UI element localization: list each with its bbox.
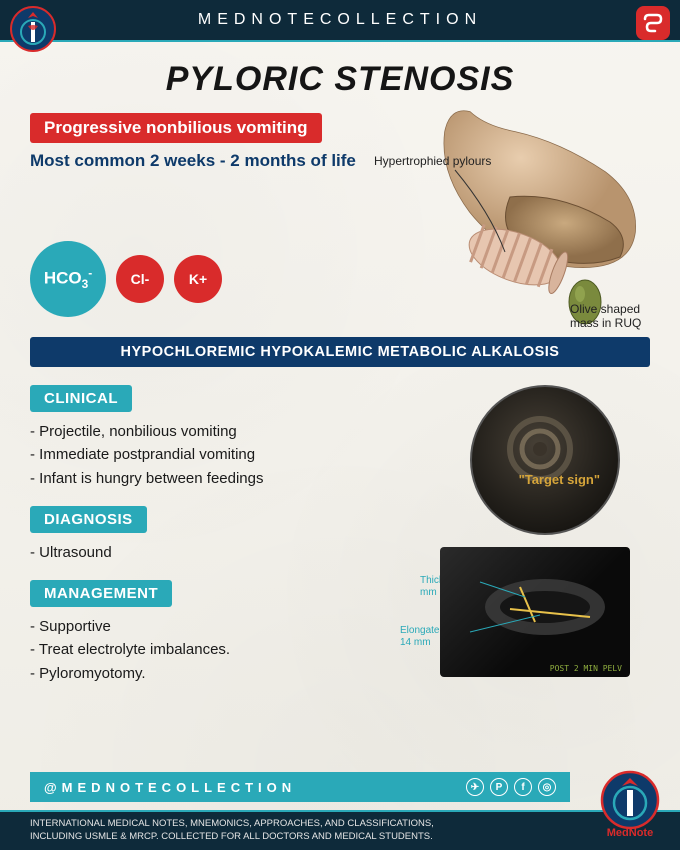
list-item: - Infant is hungry between feedings: [30, 467, 430, 490]
chip-clinical: CLINICAL: [30, 385, 132, 412]
sections-column: CLINICAL - Projectile, nonbilious vomiti…: [30, 385, 430, 701]
list-item: - Ultrasound: [30, 541, 430, 564]
instagram-icon: ◎: [538, 778, 556, 796]
facebook-icon: f: [514, 778, 532, 796]
footer-line-1: INTERNATIONAL MEDICAL NOTES, MNEMONICS, …: [30, 818, 650, 831]
footer-handle: @MEDNOTECOLLECTION ✈ P f ◎: [30, 772, 570, 802]
lower-columns: CLINICAL - Projectile, nonbilious vomiti…: [30, 385, 650, 701]
logo-left: [8, 4, 58, 54]
list-item: - Immediate postprandial vomiting: [30, 443, 430, 466]
ion-hco3: HCO3-: [30, 241, 106, 317]
telegram-icon: ✈: [466, 778, 484, 796]
header-bar: MEDNOTECOLLECTION: [0, 0, 680, 42]
footer-bar: INTERNATIONAL MEDICAL NOTES, MNEMONICS, …: [0, 810, 680, 850]
list-clinical: - Projectile, nonbilious vomiting - Imme…: [30, 420, 430, 490]
list-item: - Treat electrolyte imbalances.: [30, 638, 430, 661]
social-icons: ✈ P f ◎: [466, 778, 556, 796]
pinterest-icon: P: [490, 778, 508, 796]
ultrasound-footer-label: POST 2 MIN PELV: [550, 664, 622, 673]
list-item: - Projectile, nonbilious vomiting: [30, 420, 430, 443]
anatomy-illustration: Hypertrophied pylours Olive shaped mass …: [360, 102, 660, 362]
header-title: MEDNOTECOLLECTION: [198, 11, 482, 29]
label-target-sign: "Target sign": [519, 472, 600, 487]
ion-hco3-label: HCO3-: [44, 266, 92, 291]
gi-icon: [636, 6, 670, 40]
ultrasound-column: "Target sign" Thickened pylours > 4 mm E…: [430, 385, 650, 701]
ultrasound-longitudinal-image: POST 2 MIN PELV: [440, 547, 630, 677]
footer-line-2: INCLUDING USMLE & MRCP. COLLECTED FOR AL…: [30, 831, 650, 844]
chip-diagnosis: DIAGNOSIS: [30, 506, 147, 533]
handle-text: @MEDNOTECOLLECTION: [44, 780, 296, 795]
list-diagnosis: - Ultrasound: [30, 541, 430, 564]
footer-logo: MedNote: [594, 768, 666, 840]
ion-k: K+: [174, 255, 222, 303]
label-pylorus: Hypertrophied pylours: [374, 154, 491, 168]
red-banner: Progressive nonbilious vomiting: [30, 113, 322, 143]
list-management: - Supportive - Treat electrolyte imbalan…: [30, 615, 430, 685]
content-area: PYLORIC STENOSIS Progressive nonbilious …: [0, 42, 680, 701]
label-olive: Olive shaped mass in RUQ: [570, 302, 660, 330]
list-item: - Pyloromyotomy.: [30, 662, 430, 685]
chip-management: MANAGEMENT: [30, 580, 172, 607]
page-title: PYLORIC STENOSIS: [30, 60, 650, 99]
ion-cl: Cl-: [116, 255, 164, 303]
list-item: - Supportive: [30, 615, 430, 638]
ultrasound-target-image: "Target sign": [470, 385, 620, 535]
svg-text:MedNote: MedNote: [607, 827, 653, 839]
